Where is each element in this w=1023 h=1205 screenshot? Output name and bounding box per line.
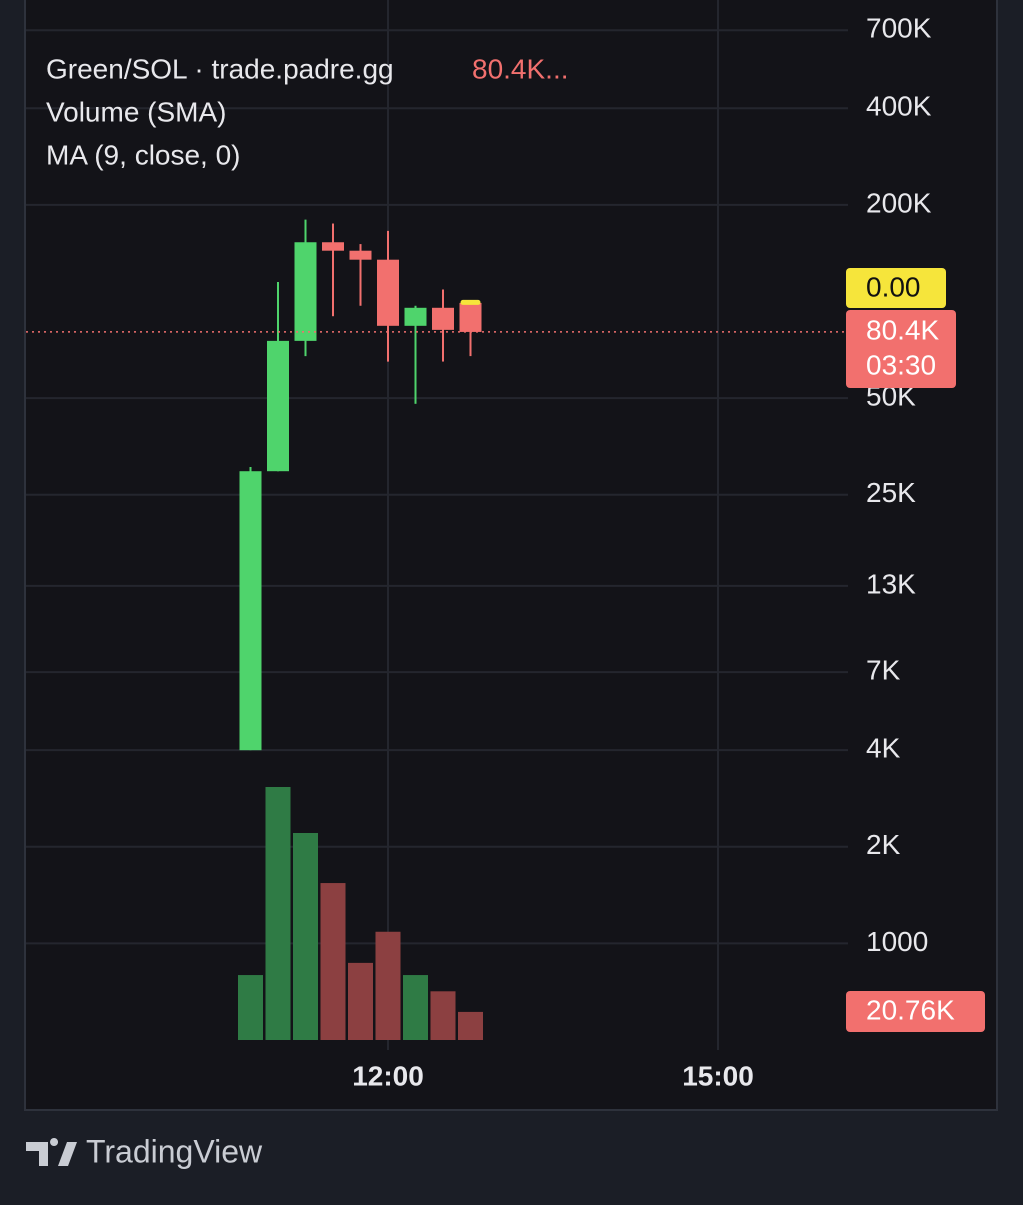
candle-body xyxy=(404,307,427,326)
price-label-box xyxy=(846,310,956,388)
y-tick-label: 200K xyxy=(866,187,932,218)
grid xyxy=(26,0,848,1050)
brand-name: TradingView xyxy=(86,1133,263,1169)
volume-bar xyxy=(320,883,346,1040)
volume-bar xyxy=(375,931,401,1040)
y-tick-label: 4K xyxy=(866,733,901,764)
candle-body xyxy=(459,302,482,332)
volume-label: 20.76K xyxy=(866,994,955,1025)
y-tick-label: 13K xyxy=(866,568,916,599)
ma-marker xyxy=(460,299,481,305)
y-tick-label: 2K xyxy=(866,829,901,860)
ma-label-box xyxy=(846,268,946,308)
volume-bar xyxy=(293,833,318,1040)
price-label: 80.4K xyxy=(866,314,939,345)
y-tick-label: 25K xyxy=(866,477,916,508)
indicator-label: Volume (SMA) xyxy=(46,96,227,127)
indicator-label: MA (9, close, 0) xyxy=(46,139,241,170)
chart-panel xyxy=(24,0,998,1111)
title-price: 80.4K... xyxy=(472,53,569,84)
marks xyxy=(26,219,848,1040)
volume-bar xyxy=(430,991,456,1040)
y-tick-label: 700K xyxy=(866,13,932,44)
x-tick-label: 12:00 xyxy=(352,1060,424,1091)
volume-bar xyxy=(348,962,373,1040)
chart-title: Green/SOL · trade.padre.gg xyxy=(46,53,394,84)
candle-body xyxy=(322,242,344,251)
y-tick-label: 1000 xyxy=(866,926,928,957)
volume-label-box xyxy=(846,991,985,1032)
volume-bar xyxy=(265,787,291,1040)
x-tick-label: 15:00 xyxy=(682,1060,754,1091)
candle-body xyxy=(377,259,399,326)
volume-bar xyxy=(403,975,428,1040)
volume-bar xyxy=(458,1011,483,1040)
y-tick-label: 7K xyxy=(866,655,901,686)
volume-bar xyxy=(238,975,263,1040)
candle-body xyxy=(432,307,454,330)
brand-logo xyxy=(26,1138,77,1166)
candle-body xyxy=(349,250,372,260)
ma-label: 0.00 xyxy=(866,271,921,302)
candle-body xyxy=(294,242,317,341)
countdown: 03:30 xyxy=(866,349,936,380)
y-tick-label: 400K xyxy=(866,91,932,122)
candle-body xyxy=(267,340,289,472)
candle-body xyxy=(239,471,262,751)
